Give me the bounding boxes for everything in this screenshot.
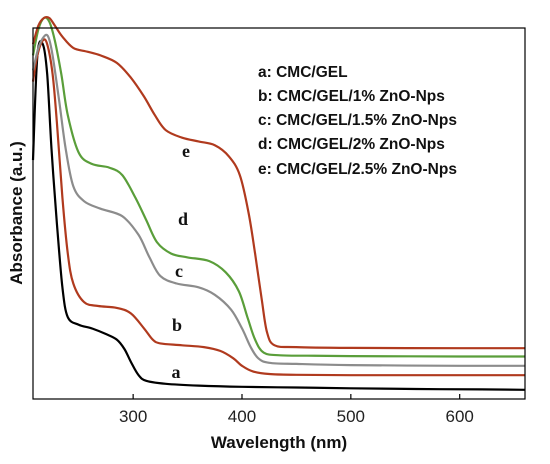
legend-entry-a: a: CMC/GEL [258,64,348,81]
curve-label-d: d [178,209,188,229]
series-line-b [31,38,525,377]
legend: a: CMC/GEL b: CMC/GEL/1% ZnO-Nps c: CMC/… [258,64,457,178]
series-line-e [31,16,526,350]
legend-entry-b: b: CMC/GEL/1% ZnO-Nps [258,88,445,105]
y-axis-title: Absorbance (a.u.) [7,141,26,285]
curve-label-a: a [172,362,181,382]
legend-entry-c: c: CMC/GEL/1.5% ZnO-Nps [258,112,457,129]
plot-frame [32,27,526,400]
series-line-d [31,16,525,358]
x-tick-label: 500 [337,407,365,426]
x-tick-label: 400 [228,407,256,426]
legend-entry-d: d: CMC/GEL/2% ZnO-Nps [258,136,445,153]
series-line-c [31,33,526,367]
x-tick-label: 300 [119,407,147,426]
curve-label-b: b [172,315,182,335]
series-lines [31,16,526,391]
legend-entry-e: e: CMC/GEL/2.5% ZnO-Nps [258,161,457,178]
curve-label-c: c [175,261,183,281]
x-tick-label: 600 [446,407,474,426]
curve-labels: a b c d e [172,141,191,382]
series-line-a [31,40,526,391]
x-axis-title: Wavelength (nm) [211,433,347,452]
x-axis-ticks: 300 400 500 600 [119,394,474,426]
curve-label-e: e [182,141,190,161]
